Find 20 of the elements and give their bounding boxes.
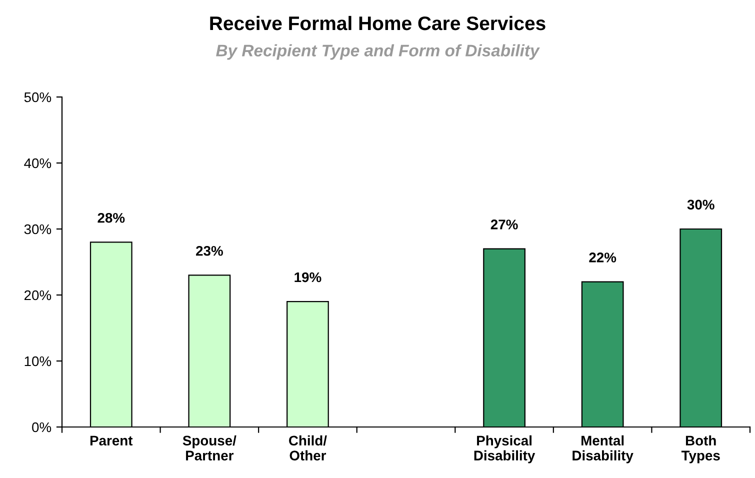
data-label: 23% [196, 246, 223, 256]
chart-subtitle: By Recipient Type and Form of Disability [216, 44, 540, 60]
x-tick-label: Both Types [681, 435, 720, 464]
x-tick-label: Spouse/ Partner [182, 435, 236, 460]
data-label: 22% [589, 252, 616, 262]
y-tick-label: 40% [24, 158, 52, 168]
y-tick-label: 0% [32, 422, 52, 432]
x-tick-label: Physical Disability [474, 435, 536, 464]
chart-title: Receive Formal Home Care Services [210, 16, 546, 30]
data-label: 27% [490, 220, 518, 230]
data-label: 30% [687, 200, 714, 210]
data-label: 28% [98, 212, 125, 223]
x-tick-label: Parent [90, 436, 133, 446]
x-tick-label: Mental Disability [572, 435, 634, 464]
y-tick-label: 10% [24, 356, 52, 366]
y-tick-label: 30% [24, 224, 52, 234]
data-label: 19% [294, 272, 322, 282]
x-tick-label: Child/ Other [289, 435, 327, 460]
y-tick-label: 20% [24, 290, 52, 300]
y-tick-label: 50% [24, 92, 52, 102]
